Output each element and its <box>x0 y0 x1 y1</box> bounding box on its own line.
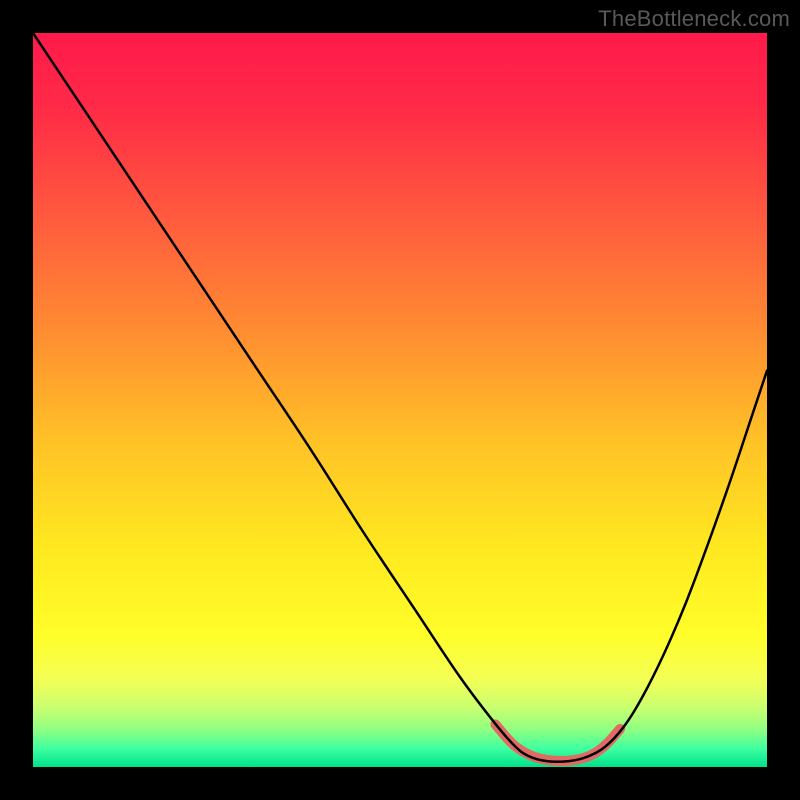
bottleneck-chart <box>0 0 800 800</box>
watermark-text: TheBottleneck.com <box>598 6 790 32</box>
plot-background <box>33 33 767 767</box>
chart-container: TheBottleneck.com <box>0 0 800 800</box>
